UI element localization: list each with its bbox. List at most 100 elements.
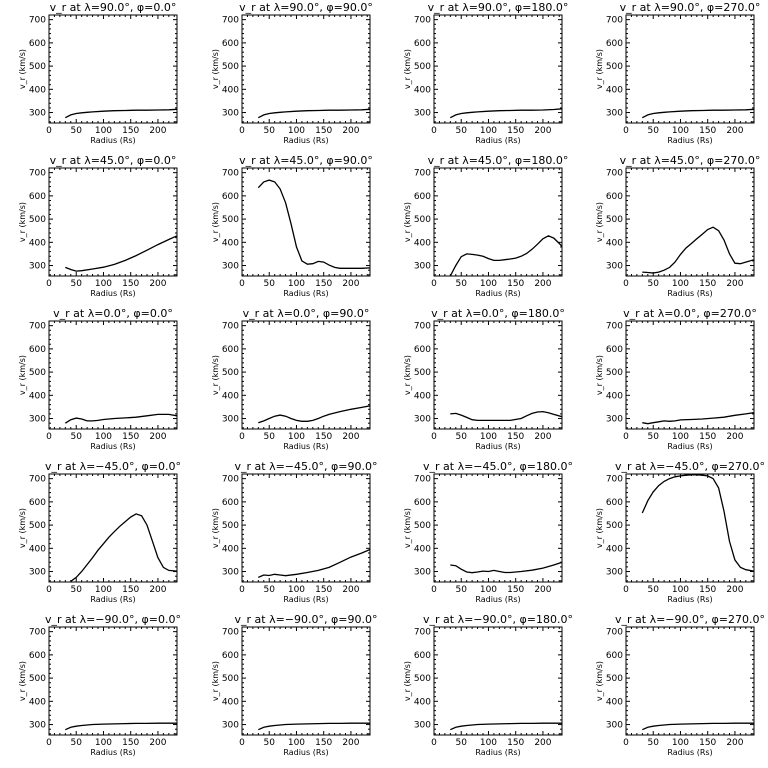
x-tick-label: 100 [672,432,689,442]
y-tick-label: 700 [414,322,431,332]
x-tick-label: 200 [726,738,743,748]
y-tick-label: 600 [414,498,431,508]
y-tick-label: 500 [606,521,623,531]
series-line [642,108,754,119]
panel-8: v_r at λ=0.0°, φ=0.0° 0 50 100 150 200 300 400 5… [18,307,178,451]
panel-11: v_r at λ=0.0°, φ=270.0° 0 50 100 150 200 300 40… [595,307,757,451]
y-tick-label: 500 [414,215,431,225]
y-axis-label: v_r (km/s) [18,49,27,89]
x-tick-label: 200 [342,738,359,748]
panel-9: v_r at λ=0.0°, φ=90.0° 0 50 100 150 200 300 400… [211,307,371,451]
series-line [450,108,562,119]
y-tick-label: 600 [606,651,623,661]
x-axis-label: Radius (Rs) [283,595,328,604]
x-tick-label: 100 [480,738,497,748]
y-tick-label: 500 [222,674,239,684]
y-tick-label: 400 [222,391,239,401]
plot-frame [48,626,178,736]
x-tick-label: 0 [623,432,629,442]
y-tick-label: 600 [29,498,46,508]
y-tick-label: 300 [222,109,239,119]
series-line [65,108,177,119]
x-tick-label: 150 [699,585,716,595]
y-tick-label: 500 [29,215,46,225]
y-axis-label: v_r (km/s) [211,355,220,395]
y-tick-label: 500 [414,521,431,531]
y-tick-label: 400 [606,238,623,248]
y-tick-label: 700 [606,475,623,485]
plot-frame [48,14,178,124]
y-tick-label: 400 [606,391,623,401]
panel-title: v_r at λ=90.0°, φ=0.0° [50,1,177,14]
plot-frame [241,626,371,736]
y-axis-label: v_r (km/s) [403,49,412,89]
y-tick-label: 400 [606,544,623,554]
y-tick-label: 400 [29,238,46,248]
panel-title: v_r at λ=45.0°, φ=0.0° [50,154,177,167]
y-tick-label: 500 [222,62,239,72]
x-tick-label: 0 [623,126,629,136]
series-line [450,722,562,731]
x-tick-label: 200 [149,432,166,442]
plot-frame [433,167,563,277]
x-tick-label: 200 [149,126,166,136]
panel-10: v_r at λ=0.0°, φ=180.0° 0 50 100 150 200 300 40… [403,307,565,451]
plot-frame [625,473,755,583]
panel-14: v_r at λ=−45.0°, φ=180.0° 0 50 100 150 200 300… [403,460,573,604]
panel-title: v_r at λ=−90.0°, φ=0.0° [45,613,181,626]
series-line [450,561,562,574]
panel-title: v_r at λ=45.0°, φ=270.0° [620,154,761,167]
panel-title: v_r at λ=90.0°, φ=270.0° [620,1,761,14]
y-tick-label: 600 [222,651,239,661]
plot-frame [625,167,755,277]
plot-frame [48,473,178,583]
x-tick-label: 150 [507,432,524,442]
y-tick-label: 700 [606,16,623,26]
series-line [64,413,177,424]
x-tick-label: 0 [46,126,52,136]
y-axis-label: v_r (km/s) [18,202,27,242]
plot-frame [241,14,371,124]
x-tick-label: 200 [149,738,166,748]
x-tick-label: 150 [507,585,524,595]
y-tick-label: 300 [414,568,431,578]
x-tick-label: 0 [623,738,629,748]
x-tick-label: 100 [288,126,305,136]
series-line [65,235,177,272]
y-tick-label: 600 [414,192,431,202]
x-tick-label: 200 [534,585,551,595]
x-axis-label: Radius (Rs) [90,748,135,757]
x-tick-label: 50 [264,432,276,442]
y-tick-label: 300 [222,568,239,578]
x-tick-label: 200 [534,126,551,136]
x-axis-label: Radius (Rs) [667,595,712,604]
y-tick-label: 400 [222,544,239,554]
y-tick-label: 700 [414,475,431,485]
y-tick-label: 700 [414,169,431,179]
y-tick-label: 700 [222,628,239,638]
x-axis-label: Radius (Rs) [667,289,712,298]
x-tick-label: 0 [239,585,245,595]
plot-frame [433,473,563,583]
panel-0: v_r at λ=90.0°, φ=0.0° 0 50 100 150 200 300 400… [18,1,178,145]
x-tick-label: 0 [431,279,437,289]
x-tick-label: 150 [315,432,332,442]
series-line [449,235,562,276]
x-tick-label: 0 [431,432,437,442]
panel-2: v_r at λ=90.0°, φ=180.0° 0 50 100 150 200 300 4… [403,1,568,145]
x-axis-label: Radius (Rs) [90,289,135,298]
y-tick-label: 700 [414,628,431,638]
y-tick-label: 300 [222,721,239,731]
x-tick-label: 0 [46,585,52,595]
x-tick-label: 100 [480,432,497,442]
y-tick-label: 300 [606,568,623,578]
y-tick-label: 400 [414,85,431,95]
y-tick-label: 500 [29,368,46,378]
y-axis-label: v_r (km/s) [403,202,412,242]
panel-title: v_r at λ=90.0°, φ=180.0° [428,1,569,14]
panel-title: v_r at λ=45.0°, φ=180.0° [428,154,569,167]
y-tick-label: 700 [606,169,623,179]
x-axis-label: Radius (Rs) [475,595,520,604]
y-tick-label: 600 [29,345,46,355]
panel-title: v_r at λ=0.0°, φ=90.0° [243,307,370,320]
